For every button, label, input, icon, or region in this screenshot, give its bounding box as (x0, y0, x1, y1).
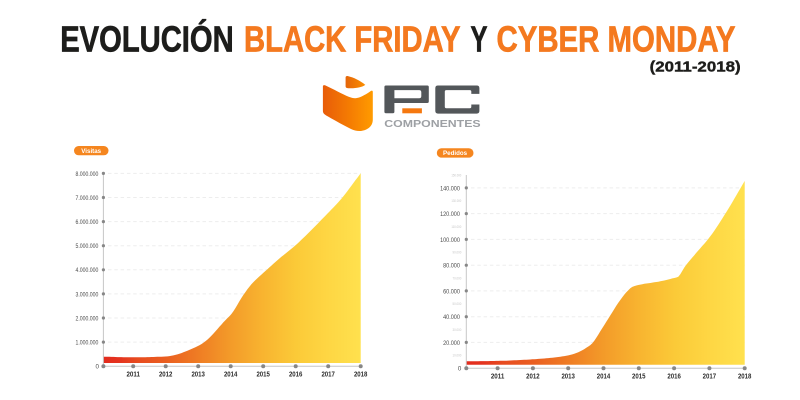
svg-text:(2011-2018): (2011-2018) (650, 59, 741, 75)
svg-text:10.000: 10.000 (453, 354, 462, 358)
svg-text:0: 0 (96, 364, 100, 371)
svg-text:40.000: 40.000 (443, 314, 460, 321)
svg-text:50.000: 50.000 (453, 302, 462, 306)
svg-text:2016: 2016 (289, 369, 303, 378)
svg-text:2012: 2012 (159, 369, 173, 378)
svg-text:2011: 2011 (491, 371, 505, 380)
svg-text:2014: 2014 (224, 369, 238, 378)
svg-text:100.000: 100.000 (440, 237, 460, 244)
svg-text:110.000: 110.000 (451, 225, 461, 229)
svg-text:2016: 2016 (667, 371, 681, 380)
svg-text:0: 0 (458, 366, 462, 373)
svg-text:20.000: 20.000 (443, 340, 460, 347)
svg-text:2013: 2013 (561, 371, 575, 380)
svg-text:90.000: 90.000 (453, 251, 462, 255)
svg-text:2013: 2013 (191, 369, 205, 378)
svg-text:2015: 2015 (256, 369, 270, 378)
svg-text:2018: 2018 (354, 369, 368, 378)
svg-text:EVOLUCIÓN: EVOLUCIÓN (60, 18, 234, 60)
svg-text:130.000: 130.000 (451, 199, 461, 203)
svg-text:2012: 2012 (526, 371, 540, 380)
svg-text:2011: 2011 (126, 369, 140, 378)
svg-text:30.000: 30.000 (453, 328, 462, 332)
svg-text:150.000: 150.000 (451, 173, 461, 177)
svg-text:2014: 2014 (597, 371, 611, 380)
svg-text:2018: 2018 (738, 371, 752, 380)
svg-text:5.000.000: 5.000.000 (76, 243, 99, 250)
svg-text:CYBER MONDAY: CYBER MONDAY (497, 19, 736, 60)
svg-text:1.000.000: 1.000.000 (76, 340, 99, 347)
svg-text:Pedidos: Pedidos (443, 150, 468, 157)
svg-text:140.000: 140.000 (440, 185, 460, 192)
svg-text:8.000.000: 8.000.000 (76, 171, 99, 178)
svg-text:Y: Y (471, 19, 488, 60)
svg-text:4.000.000: 4.000.000 (76, 267, 99, 274)
svg-text:6.000.000: 6.000.000 (76, 219, 99, 226)
svg-text:70.000: 70.000 (453, 276, 462, 280)
svg-text:2.000.000: 2.000.000 (76, 315, 99, 322)
svg-text:2015: 2015 (632, 371, 646, 380)
svg-text:2017: 2017 (321, 369, 335, 378)
svg-text:COMPONENTES: COMPONENTES (384, 119, 480, 130)
svg-text:2017: 2017 (703, 371, 717, 380)
svg-text:7.000.000: 7.000.000 (76, 195, 99, 202)
svg-text:3.000.000: 3.000.000 (76, 291, 99, 298)
svg-text:BLACK FRIDAY: BLACK FRIDAY (244, 19, 461, 60)
svg-text:80.000: 80.000 (443, 263, 460, 270)
svg-text:Visitas: Visitas (81, 148, 101, 155)
svg-text:60.000: 60.000 (443, 288, 460, 295)
svg-text:120.000: 120.000 (440, 211, 460, 218)
